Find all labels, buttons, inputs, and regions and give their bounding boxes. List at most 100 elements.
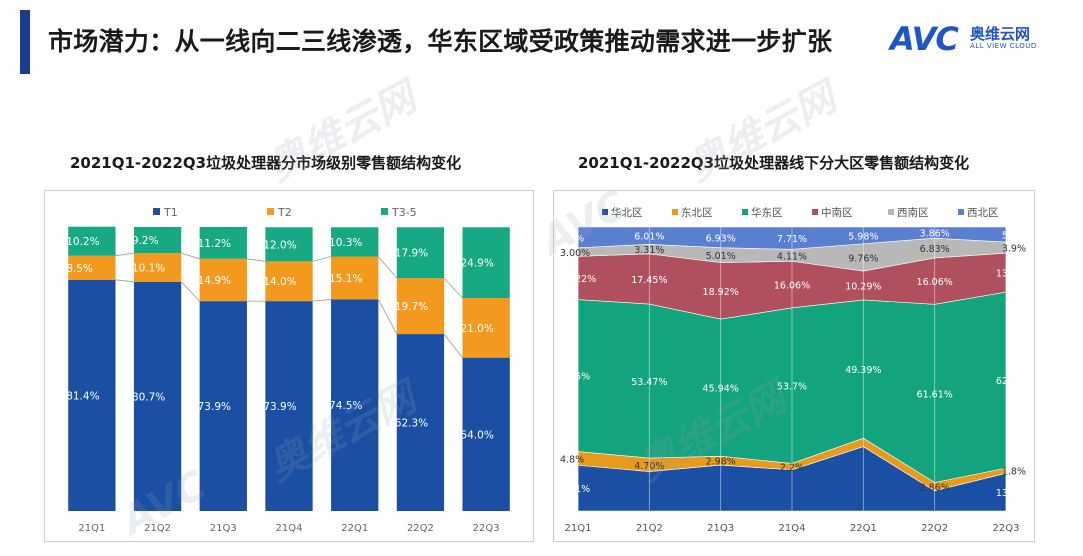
data-label: 7.71% [777,234,807,245]
x-tick-label: 22Q2 [921,523,948,534]
legend-label: 中南区 [821,206,853,219]
watermark-cn: 奥维云网 [260,74,424,191]
right-chart-title: 2021Q1-2022Q3垃圾处理器线下分大区零售额结构变化 [578,154,970,172]
data-label: 73.9% [263,401,296,413]
data-label: 3.9% [1002,244,1026,255]
series-connector [115,252,134,257]
legend-label: T1 [163,206,178,219]
data-label: 3.00% [560,248,590,259]
x-tick-label: 22Q1 [850,523,877,534]
bar-segment [462,298,510,358]
data-label: 53.5% [560,372,590,383]
data-label: 14.9% [198,275,231,287]
data-label: 4.8% [560,454,584,465]
data-label: 7.3% [560,233,584,244]
x-tick-label: 21Q3 [707,523,734,534]
data-label: 10.29% [845,281,881,292]
bar-segment [68,226,116,256]
legend-swatch [602,209,608,215]
data-label: 3.86% [920,229,950,240]
data-label: 53.47% [631,377,667,388]
data-label: 81.4% [66,390,99,402]
data-label: 14.0% [263,276,296,288]
bar-segment [462,227,510,298]
bar-segment [133,253,182,282]
data-label: 61.61% [917,389,953,400]
data-label: 2.86% [920,483,950,494]
data-label: 16.06% [917,277,953,288]
data-label: 12.0% [263,239,296,251]
data-label: 5.3% [1002,231,1026,242]
legend-label: 西北区 [967,207,999,219]
legend-label: 华北区 [611,206,643,219]
x-tick-label: 22Q3 [993,523,1020,534]
data-label: 62.0% [996,376,1026,387]
legend-label: 东北区 [681,206,713,219]
bar-segment [68,279,116,511]
data-label: 2.98% [706,457,736,468]
series-connector [180,281,200,302]
logo-cn: 奥维云网 [970,25,1031,43]
data-label: 18.92% [703,287,739,298]
data-label: 8.5% [66,263,93,275]
data-label: 4.11% [777,251,807,262]
page-title: 市场潜力：从一线向二三线渗透，华东区域受政策推动需求进一步扩张 [48,27,833,56]
legend-swatch [812,209,818,215]
bar-segment [199,227,247,259]
x-tick-label: 21Q1 [565,523,592,534]
bar-segment [199,301,247,511]
series-connector [378,299,398,335]
x-tick-label: 21Q4 [779,523,806,534]
series-connector [312,299,332,302]
data-label: 5.98% [848,231,878,242]
data-label: 15.22% [560,274,596,285]
data-label: 53.7% [777,382,807,393]
series-connector [312,256,332,262]
left-chart-panel: T1 T2 T3-5 81.4% 8.5% 10.2% 21Q1 80.7% 10.1% 9.2%… [44,190,534,542]
data-label: 2.2% [780,463,804,474]
title-accent-bar [20,10,30,74]
x-tick-label: 22Q1 [341,523,368,534]
data-label: 73.9% [198,401,231,413]
legend-label: 西南区 [897,206,929,219]
data-label: 17.45% [631,275,667,286]
legend-swatch [153,208,160,215]
legend-swatch [742,209,748,215]
logo-en: ALL VIEW CLOUD [970,42,1037,50]
series-connector [246,258,266,262]
x-tick-label: 21Q1 [78,523,105,534]
data-label: 13.7% [996,269,1026,280]
x-tick-label: 21Q3 [210,523,237,534]
data-label: 13.3% [996,488,1026,499]
bar-segment [265,227,313,262]
data-label: 6.83% [920,244,950,255]
data-label: 21.0% [460,323,493,335]
data-label: 49.39% [845,365,881,376]
series-connector [378,256,398,279]
bar-segment [265,301,313,511]
legend-swatch [267,208,274,215]
bar-segment [265,261,313,302]
data-label: 6.01% [634,232,664,243]
data-label: 17.9% [395,248,428,260]
watermark-cn: 奥维云网 [680,74,844,191]
legend-swatch [958,209,964,215]
data-label: 10.2% [66,236,99,248]
data-label: 16.06% [774,281,810,292]
legend-swatch [381,208,388,215]
legend-label: T2 [277,206,292,219]
bar-segment [462,357,510,511]
bar-segment [133,281,182,511]
legend-swatch [888,209,894,215]
bar-segment [331,227,379,257]
bar-segment [331,256,379,300]
data-label: 24.9% [460,258,493,270]
x-tick-label: 21Q2 [636,523,663,534]
logo-mark: AVC [890,20,959,58]
series-connector [443,277,463,299]
x-tick-label: 22Q2 [407,523,434,534]
data-label: 54.0% [460,429,493,441]
data-label: 9.76% [848,253,878,264]
bar-segment [396,278,445,335]
data-label: 19.7% [395,301,428,313]
